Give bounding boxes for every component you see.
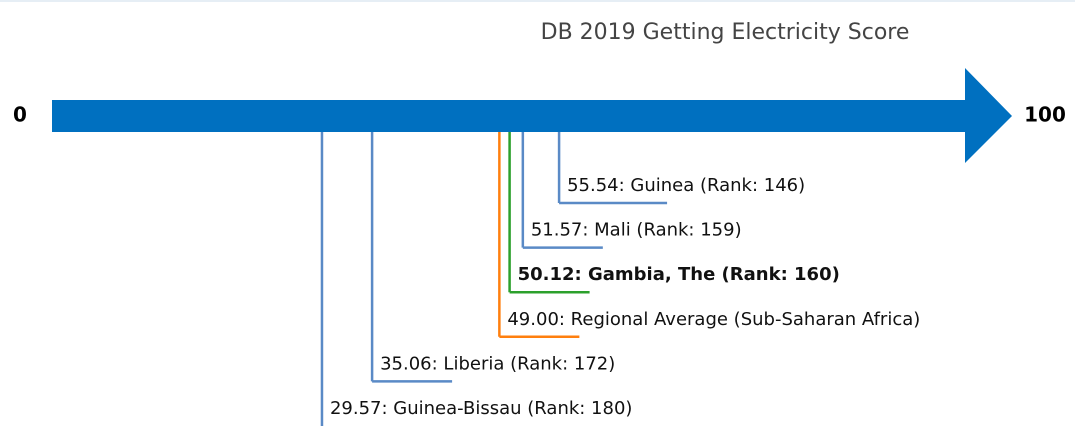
value-label: 55.54: Guinea (Rank: 146) xyxy=(567,175,805,196)
value-label: 51.57: Mali (Rank: 159) xyxy=(531,220,742,241)
axis-arrow xyxy=(52,68,1012,163)
axis-end-label: 100 xyxy=(1024,103,1066,127)
chart-title: DB 2019 Getting Electricity Score xyxy=(541,20,910,45)
axis-end-label: 0 xyxy=(13,103,27,127)
value-label: 49.00: Regional Average (Sub-Saharan Afr… xyxy=(507,309,920,330)
value-label: 35.06: Liberia (Rank: 172) xyxy=(380,353,615,374)
value-label: 29.57: Guinea-Bissau (Rank: 180) xyxy=(330,398,632,419)
value-label: 50.12: Gambia, The (Rank: 160) xyxy=(518,264,840,285)
